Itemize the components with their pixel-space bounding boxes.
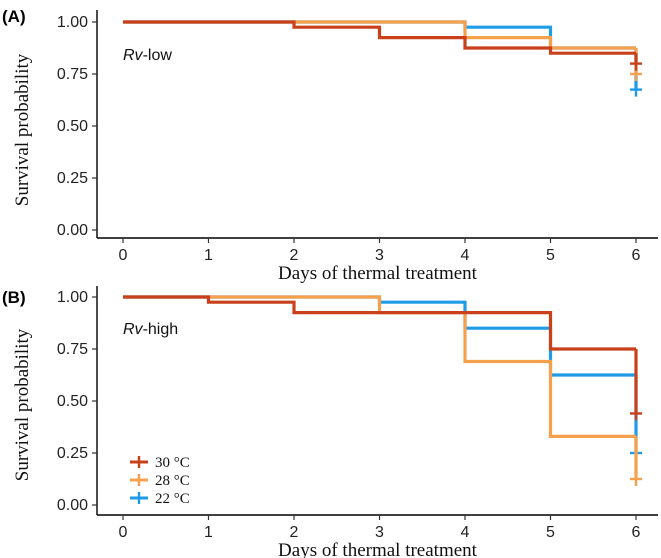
y-tick-label: 0.00 [57, 497, 88, 514]
y-tick-label: 0.75 [57, 341, 88, 358]
legend-entry: 30 °C [155, 455, 190, 471]
panel-tag: (A) [2, 7, 26, 26]
x-tick-label: 5 [546, 524, 555, 541]
y-axis-label: Survival probability [12, 328, 33, 481]
inset-label-rest: -low [143, 47, 173, 64]
panel-a: 0.00 0.25 0.50 0.75 1.00 0 1 2 3 4 5 6 Survival prob… [2, 7, 658, 284]
x-tick-label: 2 [290, 247, 299, 264]
x-tick-label: 4 [461, 247, 470, 264]
x-tick-label: 3 [375, 524, 384, 541]
legend-entry: 28 °C [155, 473, 190, 489]
x-tick-label: 6 [632, 524, 641, 541]
y-tick-label: 0.50 [57, 393, 88, 410]
survival-curve-series-2 [123, 295, 636, 438]
y-tick-label: 0.25 [57, 445, 88, 462]
x-tick-label: 0 [119, 247, 128, 264]
inset-label-italic: Rv [123, 47, 144, 64]
y-tick-label: 0.00 [57, 222, 88, 239]
x-tick-label: 3 [375, 247, 384, 264]
panel-tag: (B) [2, 288, 26, 307]
panel-inset-label: Rv-low [123, 47, 172, 64]
y-tick-label: 1.00 [57, 14, 88, 31]
x-tick-label: 6 [632, 247, 641, 264]
y-tick-label: 0.75 [57, 66, 88, 83]
x-tick-label: 4 [461, 524, 470, 541]
survival-curve-series-1 [123, 295, 636, 351]
y-axis-label: Survival probability [12, 53, 33, 206]
y-tick-label: 1.00 [57, 289, 88, 306]
x-tick-label: 0 [119, 524, 128, 541]
survival-curve-series-1 [123, 20, 636, 55]
panel-inset-label: Rv-high [123, 321, 178, 338]
y-tick-label: 0.50 [57, 118, 88, 135]
x-axis-label: Days of thermal treatment [278, 540, 478, 558]
y-tick-label: 0.25 [57, 170, 88, 187]
x-tick-label: 5 [546, 247, 555, 264]
inset-label-rest: -high [143, 321, 179, 338]
x-tick-label: 1 [204, 247, 213, 264]
legend-entry: 22 °C [155, 491, 190, 507]
panel-b: 0.00 0.25 0.50 0.75 1.00 0 1 2 3 4 5 6 Survival prob… [2, 286, 658, 558]
x-tick-label: 2 [290, 524, 299, 541]
inset-label-italic: Rv [123, 321, 144, 338]
x-tick-label: 1 [204, 524, 213, 541]
x-axis-label: Days of thermal treatment [278, 263, 478, 284]
